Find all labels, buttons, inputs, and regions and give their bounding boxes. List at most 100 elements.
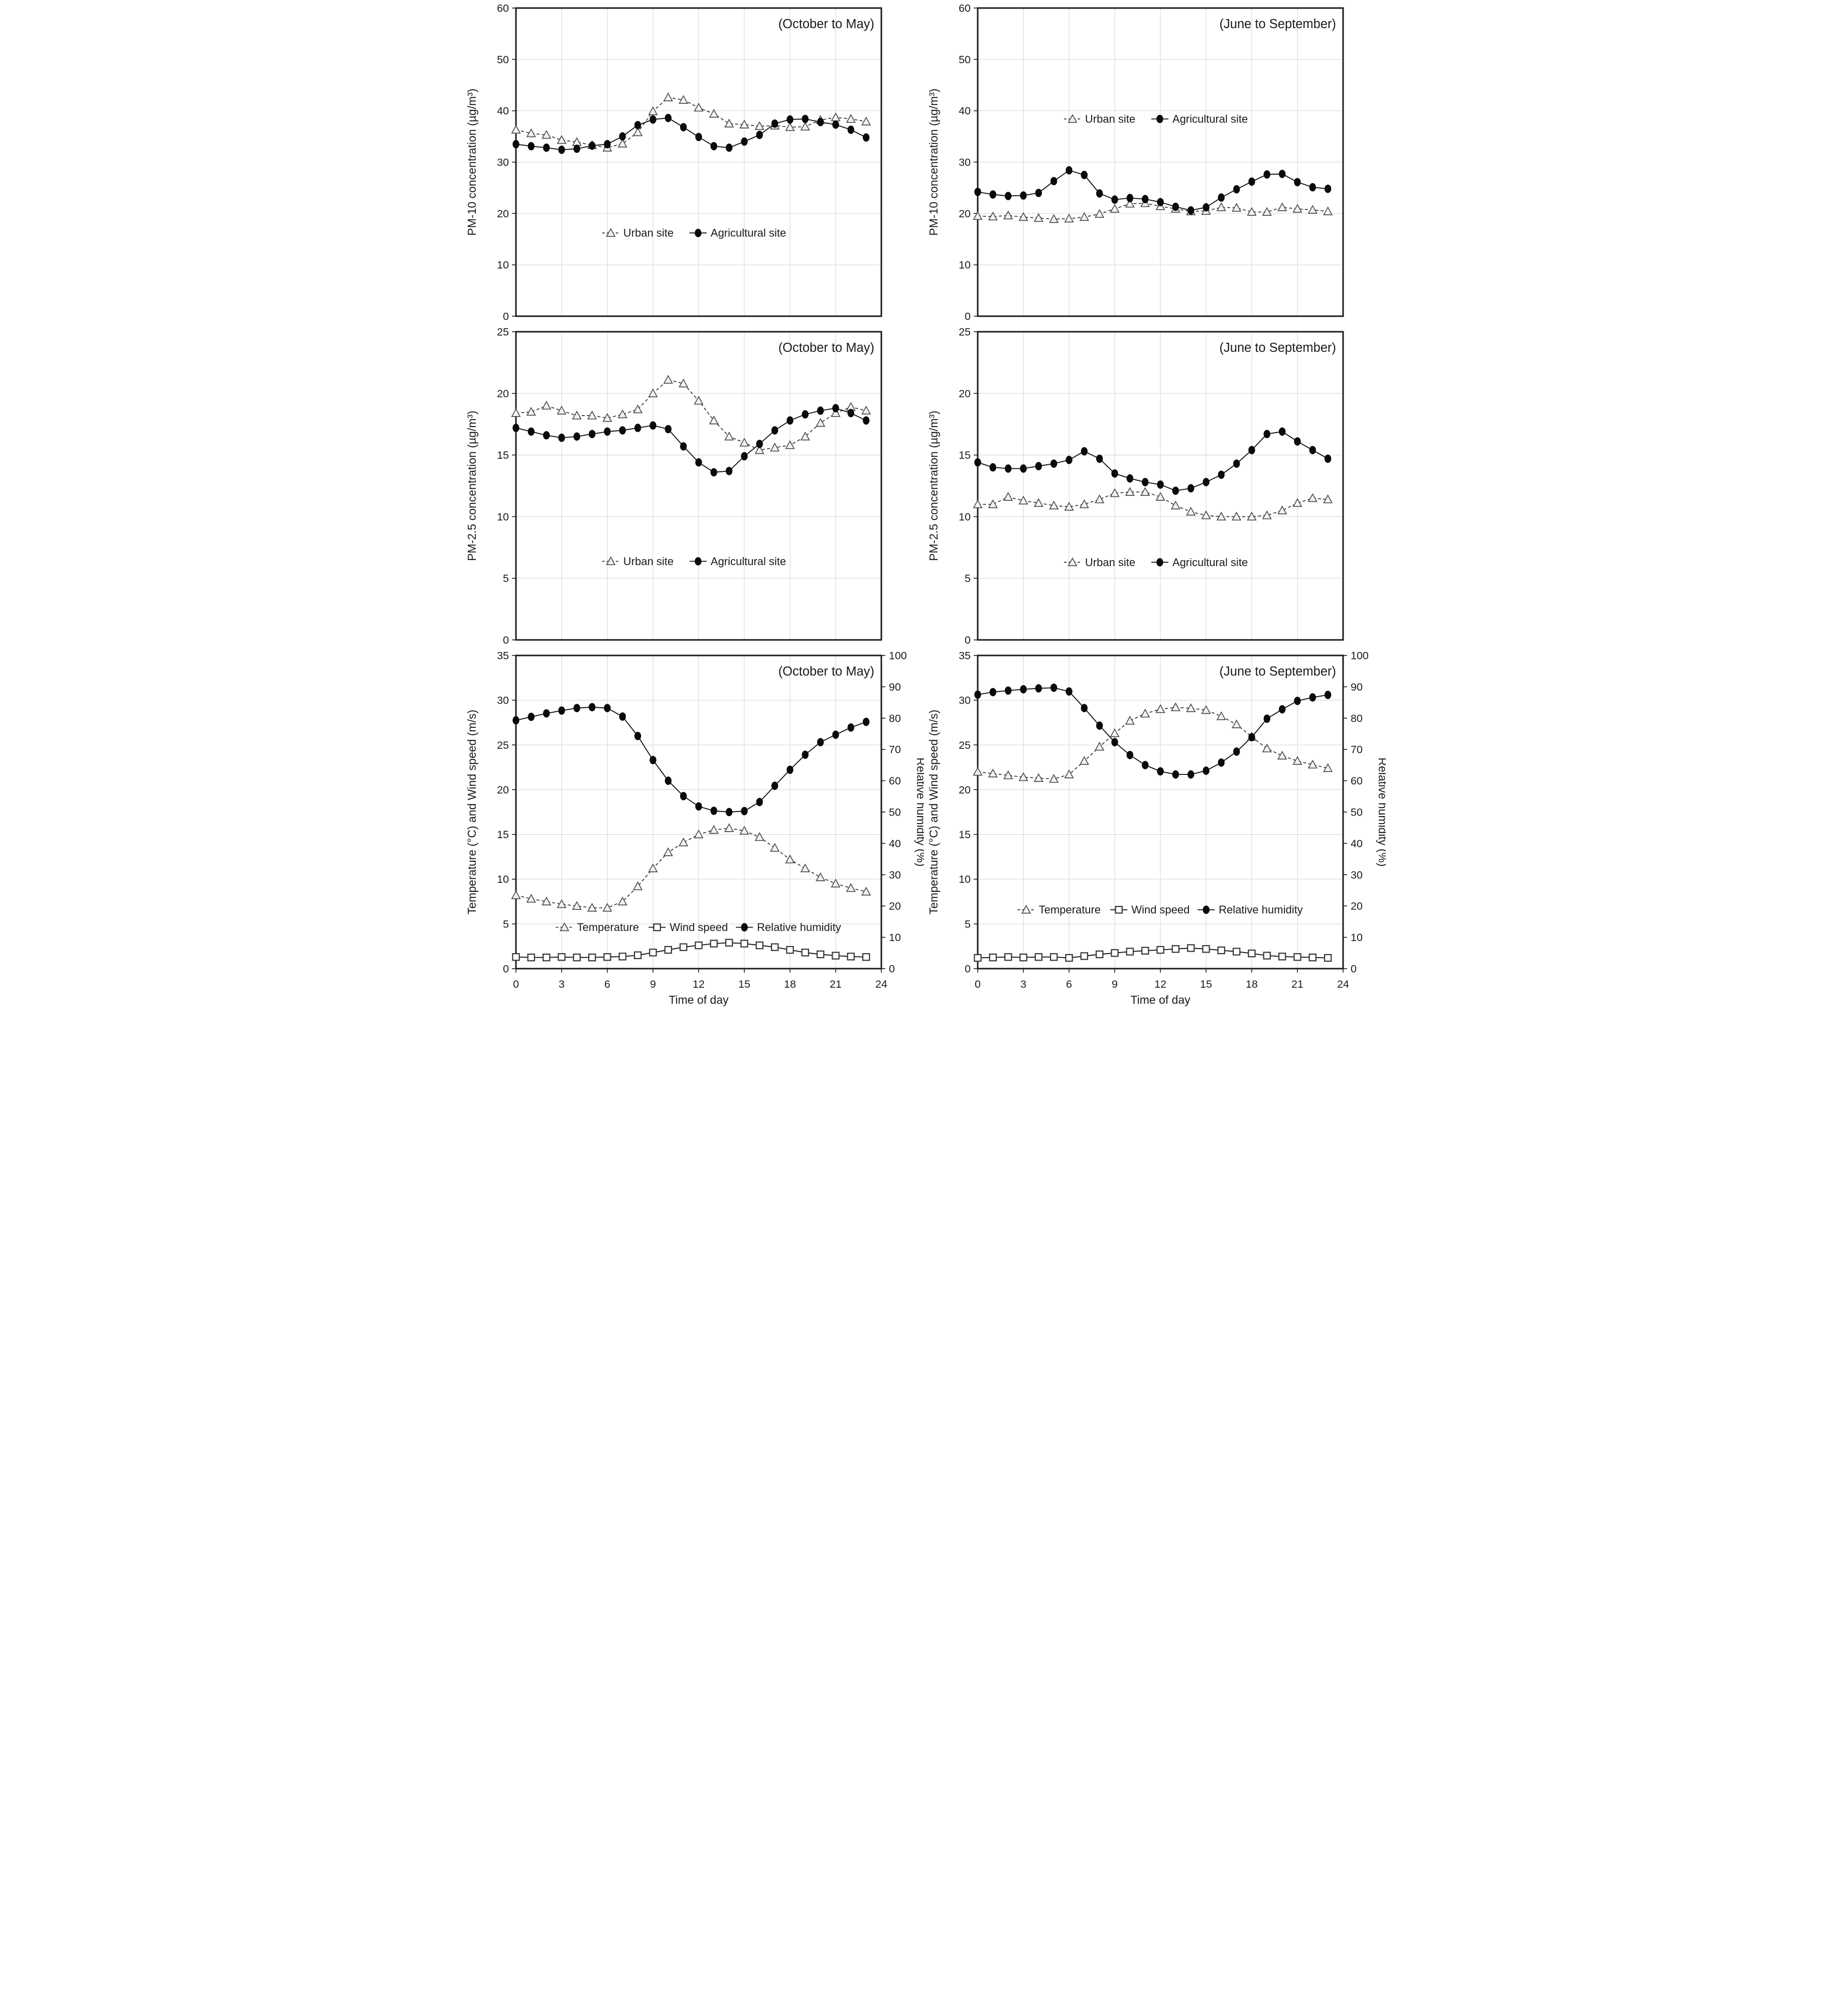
x-tick-label: 24 <box>1337 978 1349 990</box>
marker-agricultural-site <box>573 432 580 441</box>
marker-urban-site <box>800 121 810 131</box>
marker-temperature <box>846 883 856 892</box>
marker-urban-site <box>769 442 779 452</box>
chart-pm25-oct-may: 0 5 10 15 20 25 PM-2.5 concentration (µg/m³) (O… <box>462 324 925 647</box>
marker-urban-site <box>1018 212 1028 221</box>
y-tick-label: 0 <box>965 634 971 646</box>
chart-pm10-jun-sep: 0 10 20 30 40 50 60 PM-10 concentration (µg/m³)… <box>924 0 1386 324</box>
y2-tick-label: 70 <box>1351 744 1363 756</box>
y-tick-label: 20 <box>497 784 509 796</box>
marker-temperature <box>510 890 521 899</box>
x-tick-label: 15 <box>738 978 750 990</box>
marker-agricultural-site <box>756 130 763 140</box>
marker-urban-site <box>1232 203 1242 212</box>
marker-urban-site <box>632 127 642 137</box>
y2-tick-label: 10 <box>1351 932 1363 944</box>
marker-wind-speed <box>801 949 809 957</box>
marker-agricultural-site <box>588 430 595 439</box>
chart-pm10-oct-may: 0 10 20 30 40 50 60 PM-10 concentration (µg/m³)… <box>462 0 925 324</box>
marker-relative-humidity <box>1081 704 1088 713</box>
marker-urban-site <box>632 404 642 414</box>
marker-agricultural-site <box>756 440 763 448</box>
legend-marker-temperature <box>559 922 569 932</box>
marker-urban-site <box>784 122 795 131</box>
marker-agricultural-site <box>832 120 839 129</box>
y2-tick-label: 40 <box>889 838 901 850</box>
marker-relative-humidity <box>1187 770 1195 779</box>
y2-tick-label: 30 <box>889 869 901 881</box>
legend-label-wind-speed: Wind speed <box>1131 903 1190 916</box>
chart-title: (October to May) <box>778 17 874 31</box>
marker-temperature <box>1307 759 1317 769</box>
marker-agricultural-site <box>603 427 611 436</box>
marker-agricultural-site <box>543 144 550 152</box>
marker-urban-site <box>1170 500 1180 509</box>
y-tick-label: 25 <box>959 326 971 338</box>
marker-agricultural-site <box>603 140 611 149</box>
legend-marker-relative-humidity <box>741 923 748 932</box>
y-tick-label: 10 <box>497 511 509 523</box>
y-tick-label: 30 <box>959 695 971 707</box>
x-tick-label: 6 <box>1066 978 1072 990</box>
marker-relative-humidity <box>558 706 565 715</box>
marker-agricultural-site <box>771 426 778 435</box>
marker-urban-site <box>1003 210 1013 220</box>
marker-urban-site <box>1307 205 1317 214</box>
marker-agricultural-site <box>1203 203 1210 212</box>
y2-tick-label: 90 <box>1351 681 1363 693</box>
chart-svg-pm25-jun-sep: 0 5 10 15 20 25 PM-2.5 concentration (µg/m³) (J… <box>924 324 1386 647</box>
y2-tick-label: 50 <box>1351 807 1363 819</box>
marker-agricultural-site <box>573 145 580 153</box>
marker-temperature <box>784 854 795 864</box>
marker-temperature <box>1232 719 1242 728</box>
chart-met-oct-may: 0 5 10 15 20 25 30 35 Temperature (°C) and Wind … <box>462 647 925 1006</box>
marker-relative-humidity <box>1263 714 1270 723</box>
marker-wind-speed <box>1080 952 1089 960</box>
y-tick-label: 25 <box>497 326 509 338</box>
legend-label-agricultural-site: Agricultural site <box>1172 556 1248 569</box>
marker-wind-speed <box>1034 953 1042 961</box>
y2-axis-label: Relative humidity (%) <box>914 757 924 866</box>
y-tick-label: 40 <box>959 105 971 117</box>
marker-urban-site <box>510 408 521 417</box>
marker-temperature <box>602 902 612 912</box>
marker-agricultural-site <box>512 140 519 149</box>
marker-agricultural-site <box>847 409 854 418</box>
marker-agricultural-site <box>634 121 641 129</box>
marker-wind-speed <box>785 946 794 954</box>
marker-agricultural-site <box>1248 446 1255 455</box>
marker-relative-humidity <box>1218 758 1225 767</box>
marker-urban-site <box>973 499 983 508</box>
marker-agricultural-site <box>1218 470 1225 479</box>
marker-relative-humidity <box>665 776 672 785</box>
marker-relative-humidity <box>1172 770 1179 779</box>
marker-wind-speed <box>989 953 997 962</box>
marker-urban-site <box>830 408 841 417</box>
x-tick-label: 12 <box>1154 978 1166 990</box>
marker-agricultural-site <box>1126 194 1133 202</box>
marker-agricultural-site <box>1187 206 1195 215</box>
y2-tick-label: 20 <box>889 900 901 912</box>
marker-wind-speed <box>588 953 596 962</box>
marker-temperature <box>1216 711 1226 720</box>
marker-relative-humidity <box>1233 747 1240 756</box>
marker-agricultural-site <box>1066 456 1073 464</box>
y2-tick-label: 100 <box>889 650 907 662</box>
marker-relative-humidity <box>1203 766 1210 775</box>
marker-agricultural-site <box>1279 170 1286 178</box>
marker-temperature <box>572 901 582 910</box>
marker-wind-speed <box>511 953 520 961</box>
y2-tick-label: 40 <box>1351 838 1363 850</box>
chart-title: (June to September) <box>1220 17 1336 31</box>
marker-temperature <box>1140 708 1150 718</box>
y-tick-label: 50 <box>497 54 509 66</box>
marker-wind-speed <box>1202 945 1210 953</box>
legend: Urban site Agricultural site <box>602 227 786 239</box>
marker-wind-speed <box>664 946 672 954</box>
legend-marker-urban-site <box>605 228 616 237</box>
y2-axis-label: Relative humidity (%) <box>1376 757 1386 866</box>
marker-urban-site <box>617 409 627 419</box>
y-tick-label: 5 <box>503 918 509 930</box>
legend-marker-urban-site <box>1068 114 1078 123</box>
legend-marker-wind-speed <box>1115 905 1123 914</box>
